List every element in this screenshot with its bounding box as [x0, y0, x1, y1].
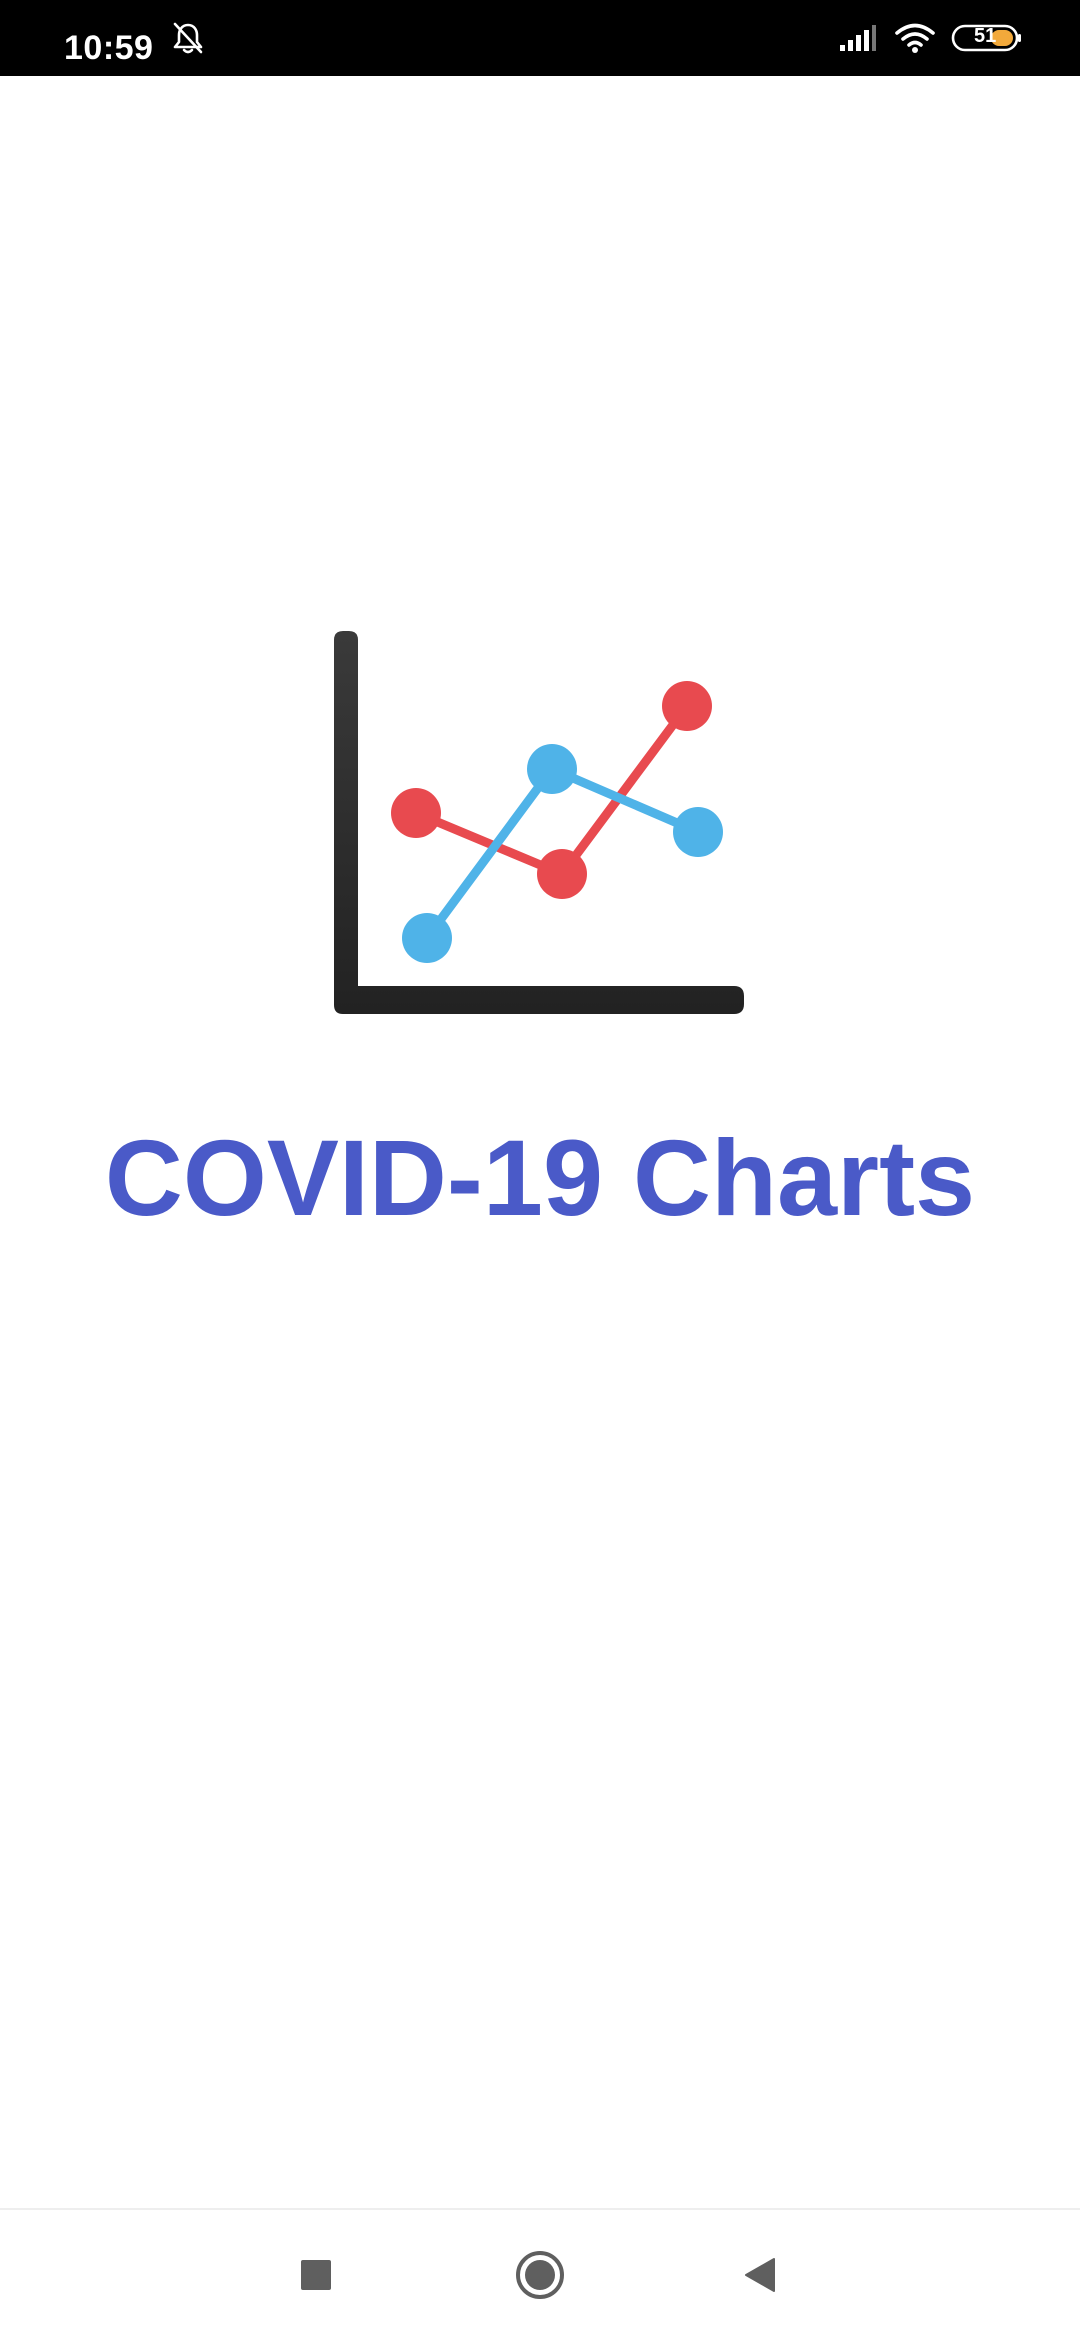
square-icon [301, 2260, 331, 2290]
circle-icon [516, 2251, 564, 2299]
status-bar: 10:59 [0, 0, 1080, 76]
battery-level: 51 [974, 25, 997, 47]
app-title: COVID-19 Charts [104, 1117, 976, 1238]
home-button[interactable] [490, 2210, 590, 2340]
status-time: 10:59 [64, 29, 154, 67]
navigation-bar [0, 2208, 1080, 2340]
signal-icon [836, 0, 880, 76]
recents-button[interactable] [266, 2210, 366, 2340]
wifi-icon [892, 0, 938, 76]
triangle-back-icon [745, 2258, 775, 2292]
line-chart-icon [320, 630, 760, 1040]
back-button[interactable] [710, 2210, 810, 2340]
bell-off-icon [168, 0, 208, 76]
battery-icon: 51 [950, 0, 1024, 76]
